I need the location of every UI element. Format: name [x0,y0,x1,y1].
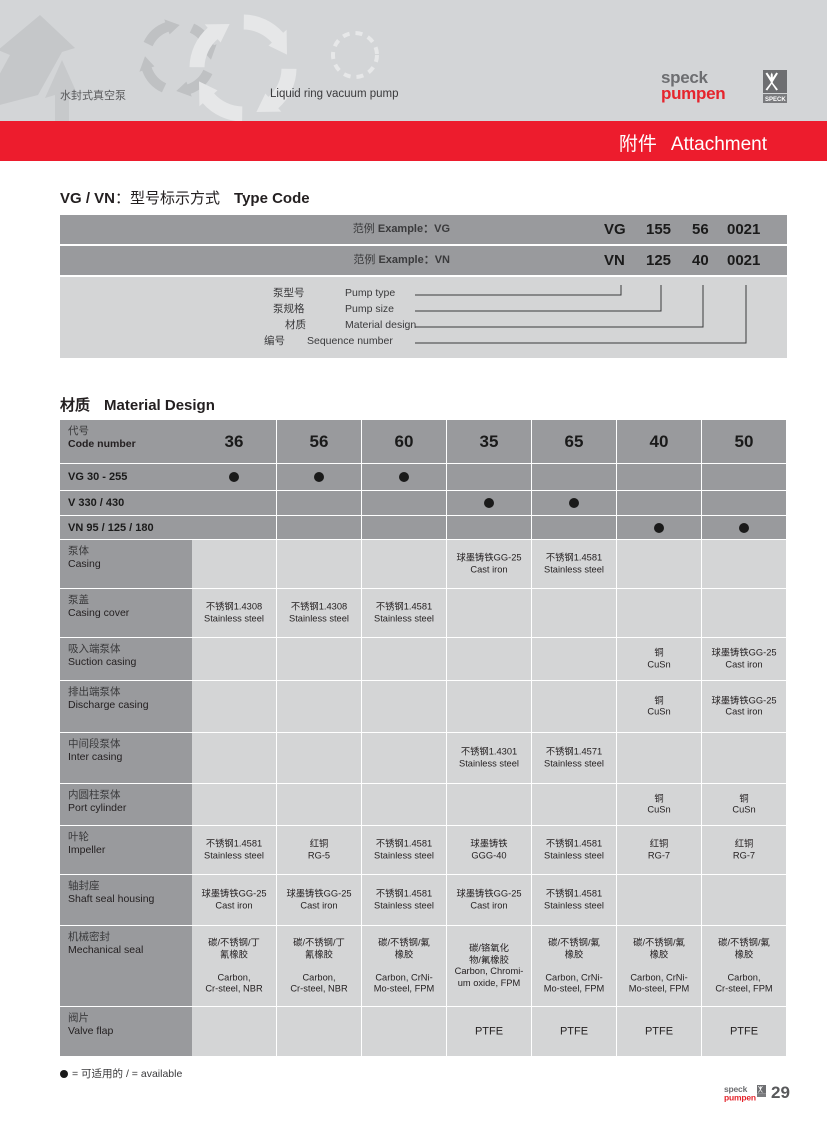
svg-text:泵规格: 泵规格 [273,302,305,315]
svg-text:Material design: Material design [345,319,416,331]
svg-text:pumpen: pumpen [661,84,725,103]
svg-text:Pump type: Pump type [345,287,395,299]
svg-text:材质: 材质 [285,318,306,331]
svg-text:SPECK: SPECK [765,97,786,103]
svg-text:Pump size: Pump size [345,303,394,315]
svg-text:编号: 编号 [264,334,285,347]
svg-text:Sequence number: Sequence number [307,335,393,347]
svg-text:pumpen: pumpen [724,1093,756,1103]
svg-text:泵型号: 泵型号 [273,286,305,299]
